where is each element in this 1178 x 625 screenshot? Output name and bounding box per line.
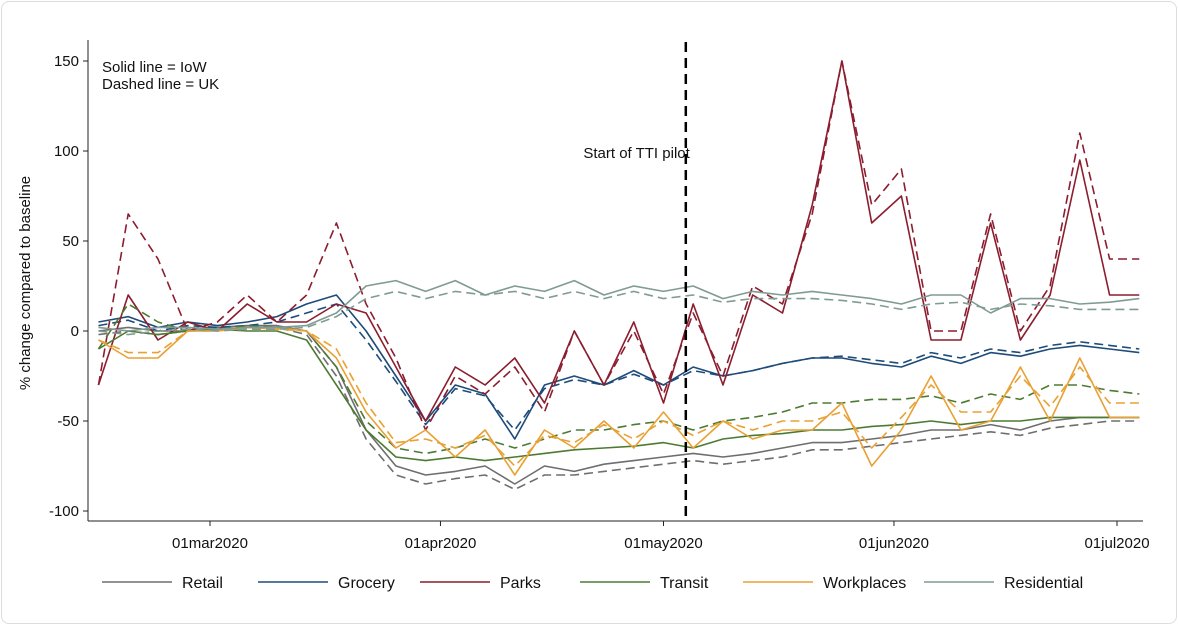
legend-item-retail: Retail bbox=[102, 575, 223, 592]
x-tick-label: 01apr2020 bbox=[405, 535, 477, 552]
note-solid-line: Solid line = IoW bbox=[102, 59, 207, 76]
legend-label: Transit bbox=[660, 575, 709, 592]
series-transit-iow bbox=[98, 328, 1140, 462]
series-parks-uk bbox=[97, 60, 1140, 431]
legend-item-grocery: Grocery bbox=[258, 575, 395, 592]
legend-item-parks: Parks bbox=[420, 575, 541, 592]
y-tick-label: 0 bbox=[71, 323, 79, 340]
legend-label: Workplaces bbox=[823, 575, 906, 592]
legend-item-workplaces: Workplaces bbox=[743, 575, 906, 592]
series-grocery-iow bbox=[98, 294, 1140, 440]
series-lines bbox=[97, 60, 1140, 491]
series-grocery-uk bbox=[98, 303, 1140, 431]
annotations: Solid line = IoW Dashed line = UK Start … bbox=[17, 42, 691, 521]
x-tick-label: 01mar2020 bbox=[172, 535, 248, 552]
legend-label: Residential bbox=[1004, 575, 1083, 592]
legend-label: Retail bbox=[182, 575, 223, 592]
x-tick-label: 01jun2020 bbox=[859, 535, 929, 552]
y-axis-label: % change compared to baseline bbox=[17, 176, 34, 390]
legend-item-transit: Transit bbox=[580, 575, 709, 592]
y-tick-label: 150 bbox=[54, 53, 79, 70]
series-workplaces-iow bbox=[98, 326, 1140, 476]
x-tick-label: 01may2020 bbox=[624, 535, 702, 552]
note-dashed-line: Dashed line = UK bbox=[102, 76, 219, 93]
legend-label: Grocery bbox=[338, 575, 395, 592]
y-tick-label: 50 bbox=[62, 233, 79, 250]
y-tick-label: -50 bbox=[57, 413, 79, 430]
y-tick-label: 100 bbox=[54, 143, 79, 160]
legend-label: Parks bbox=[500, 575, 541, 592]
series-parks-iow bbox=[97, 60, 1140, 422]
series-residential-uk bbox=[98, 290, 1140, 336]
vline-label: Start of TTI pilot bbox=[583, 145, 690, 162]
y-tick-label: -100 bbox=[49, 503, 79, 520]
x-tick-label: 01jul2020 bbox=[1084, 535, 1149, 552]
legend: Retail Grocery Parks Transit Workplaces Resid… bbox=[102, 575, 1083, 592]
series-residential-iow bbox=[98, 279, 1140, 332]
legend-item-residential: Residential bbox=[924, 575, 1083, 592]
series-retail-iow bbox=[98, 324, 1140, 485]
axes: -100 -50 0 50 100 150 01mar2020 01apr2020 01may2… bbox=[49, 40, 1150, 552]
